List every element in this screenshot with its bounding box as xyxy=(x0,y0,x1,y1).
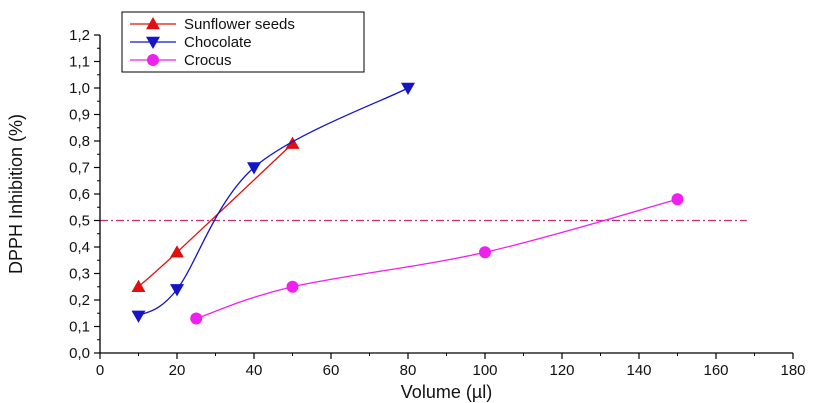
y-tick-label: 0,2 xyxy=(69,292,90,309)
axes-layer xyxy=(100,35,793,353)
series-chocolate xyxy=(132,83,416,323)
ticks-layer: 0 20 40 60 80 100 120 140 160 180 0,0 0,1 0,2 0,3 0,4 0… xyxy=(69,27,805,379)
series-crocus xyxy=(190,193,683,324)
y-tick-label: 1,2 xyxy=(69,27,90,44)
legend-marker xyxy=(147,54,159,66)
y-tick-label: 0,6 xyxy=(69,186,90,203)
legend-label: Chocolate xyxy=(184,34,252,51)
x-tick-label: 180 xyxy=(780,362,805,379)
y-tick-label: 1,0 xyxy=(69,80,90,97)
x-tick-label: 60 xyxy=(323,362,340,379)
legend-label: Crocus xyxy=(184,52,232,69)
y-tick-label: 1,1 xyxy=(69,54,90,71)
series-sunflower-seeds xyxy=(132,137,300,292)
x-tick-label: 100 xyxy=(472,362,497,379)
y-axis-title: DPPH Inhibition (%) xyxy=(6,114,26,274)
y-tick-label: 0,7 xyxy=(69,160,90,177)
x-tick-label: 140 xyxy=(626,362,651,379)
y-tick-label: 0,4 xyxy=(69,239,90,256)
data-point xyxy=(132,280,146,292)
series-line xyxy=(196,199,677,318)
data-point xyxy=(132,311,146,323)
data-point xyxy=(479,246,491,258)
y-tick-label: 0,1 xyxy=(69,319,90,336)
data-point xyxy=(672,193,684,205)
series-line xyxy=(139,144,293,287)
x-tick-label: 20 xyxy=(169,362,186,379)
y-tick-label: 0,0 xyxy=(69,345,90,362)
y-tick-label: 0,9 xyxy=(69,107,90,124)
x-axis-title: Volume (µl) xyxy=(401,382,492,402)
series-line xyxy=(139,88,409,316)
x-tick-label: 80 xyxy=(400,362,417,379)
series-layer xyxy=(132,83,684,325)
y-tick-label: 0,8 xyxy=(69,133,90,150)
legend-label: Sunflower seeds xyxy=(184,16,295,33)
x-tick-label: 160 xyxy=(703,362,728,379)
data-point xyxy=(401,83,415,95)
x-tick-label: 120 xyxy=(549,362,574,379)
data-point xyxy=(190,313,202,325)
x-tick-label: 40 xyxy=(246,362,263,379)
x-tick-label: 0 xyxy=(96,362,104,379)
y-tick-label: 0,5 xyxy=(69,213,90,230)
y-tick-label: 0,3 xyxy=(69,266,90,283)
data-point xyxy=(287,281,299,293)
